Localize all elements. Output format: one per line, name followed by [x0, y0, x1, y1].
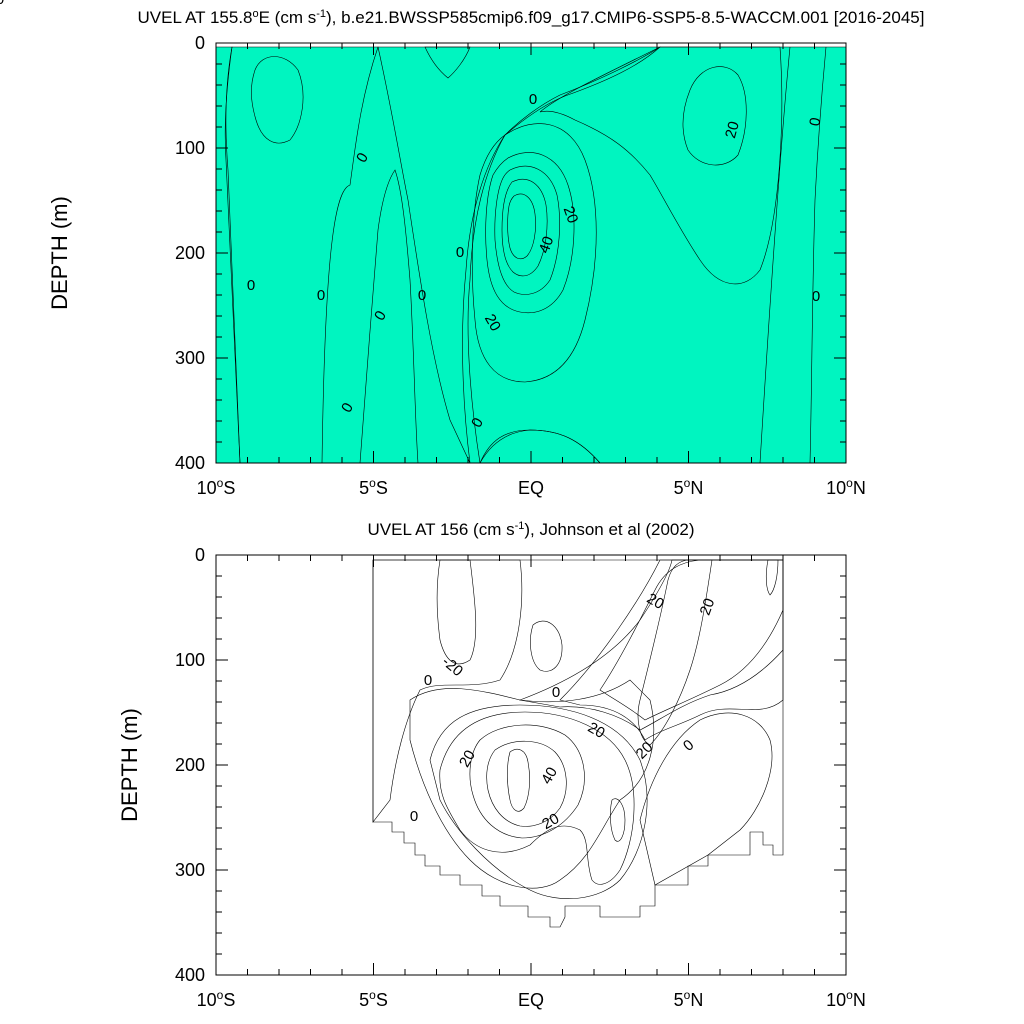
p1-band-orange	[507, 193, 536, 260]
p2-xtick-label-4: 10oN	[826, 988, 866, 1010]
p1-contour-label-13: 20	[481, 311, 504, 334]
p1-contour-label-12: 40	[536, 234, 558, 255]
panel-2-ylabel: DEPTH (m)	[117, 708, 142, 822]
p1-band-amber2	[501, 178, 548, 277]
p1-xtick-label-4: 10oN	[826, 476, 866, 498]
p2-ytick-label-1: 100	[175, 650, 205, 670]
p1-xtick-label-0: 10oS	[197, 476, 236, 498]
p1-contour-label-5: 0	[418, 287, 426, 304]
p1-xtick-label-3: 5oN	[674, 476, 704, 498]
p2-band-amber2	[486, 740, 567, 827]
p2-band-amber1	[469, 724, 585, 839]
panel-1-title: UVEL AT 155.8oE (cm s-1), b.e21.BWSSP585…	[138, 8, 925, 27]
p1-ytick-label-4: 400	[175, 453, 205, 473]
p2-contour-label-1: 0	[424, 672, 432, 689]
p2-contour-label-4: 0	[410, 808, 418, 825]
p2-xtick-label-2: EQ	[518, 990, 544, 1010]
p1-band-amber1	[494, 165, 560, 295]
p2-contour-label-8: 20	[644, 590, 667, 613]
p1-ytick-label-3: 300	[175, 348, 205, 368]
p1-band-cyan-top	[424, 46, 471, 79]
p1-contour-label-4: 0	[317, 287, 325, 304]
p2-band-cyan-west	[372, 559, 523, 823]
panel-2: 10oS 5oS EQ 5oN 10oN 0 100 200 300 400 -20 0 0 0 0 20 2…	[117, 520, 866, 1010]
p1-band-yellow-euc	[485, 152, 575, 314]
panel-1-contours	[216, 46, 846, 463]
p2-contour-label-9: 40	[538, 764, 561, 787]
p2-band-base	[372, 559, 784, 928]
p2-band-yellow-main	[439, 711, 635, 885]
p1-band-yellow-north	[682, 66, 747, 166]
p2-band-amber-spot	[610, 798, 626, 842]
p2-band-lime-2	[429, 704, 648, 899]
p2-xtick-label-3: 5oN	[674, 988, 704, 1010]
p2-contour-label-5: 20	[456, 747, 479, 770]
p1-contour-label-2: 0	[456, 244, 464, 261]
p1-contour-label-3: 0	[247, 277, 255, 294]
p1-contour-label-9: 0	[806, 116, 824, 127]
p2-contour-label-11: 20	[697, 596, 719, 617]
p1-band-lime-euc	[471, 123, 597, 383]
p2-band-green-west	[409, 679, 655, 889]
p1-band-green-south	[225, 46, 379, 463]
p1-ytick-label-2: 200	[175, 243, 205, 263]
p2-band-lime-bright	[599, 559, 784, 721]
p2-band-cyan-deep1	[436, 559, 477, 665]
p1-contour-label-11: 20	[560, 204, 582, 225]
p2-band-cyan-east	[639, 712, 773, 886]
panel-2-contours	[372, 559, 784, 928]
p2-xtick-label-0: 10oS	[197, 988, 236, 1010]
p1-contour-label-15: 0	[0, 0, 4, 8]
p2-band-yellow-jet	[637, 559, 713, 746]
p2-band-lime-1	[518, 559, 784, 731]
p2-contour-label-3: 0	[680, 736, 697, 754]
p1-band-base	[216, 47, 846, 463]
p1-xtick-label-2: EQ	[518, 478, 544, 498]
p1-band-lime-south	[251, 56, 304, 144]
panel-1-ylabel: DEPTH (m)	[47, 196, 72, 310]
p1-contour-label-0: 0	[529, 91, 537, 108]
p2-ytick-label-0: 0	[195, 545, 205, 565]
p1-band-lime-north	[539, 46, 783, 285]
panel-1-contour-labels: 00000000000204020200	[0, 0, 825, 431]
p2-band-green-north	[559, 559, 784, 741]
p1-contour-label-10: 0	[812, 288, 820, 305]
p2-band-cyan-deep2	[530, 620, 563, 672]
p2-ytick-label-3: 300	[175, 860, 205, 880]
p2-band-orange	[507, 749, 530, 812]
p1-xtick-label-1: 5oS	[359, 476, 388, 498]
p1-band-cyan-center	[377, 46, 662, 463]
p2-ytick-label-2: 200	[175, 755, 205, 775]
p2-xtick-label-1: 5oS	[359, 988, 388, 1010]
panel-2-frame	[215, 554, 847, 976]
p1-ytick-label-0: 0	[195, 33, 205, 53]
panel-2-title: UVEL AT 156 (cm s-1), Johnson et al (200…	[368, 520, 695, 539]
p2-contour-label-2: 0	[552, 684, 560, 701]
p1-band-cyan-deep	[479, 429, 601, 463]
p2-ytick-label-4: 400	[175, 965, 205, 985]
p2-contour-label-0: -20	[439, 653, 467, 680]
p1-band-cyan-south	[216, 46, 241, 463]
p2-contour-label-6: 20	[585, 719, 608, 742]
p2-contour-label-10: 20	[539, 810, 562, 833]
p2-band-amber-top	[765, 559, 779, 596]
p1-ytick-label-1: 100	[175, 138, 205, 158]
p1-band-green-south2	[359, 169, 419, 463]
p1-contour-label-14: 20	[722, 120, 743, 141]
